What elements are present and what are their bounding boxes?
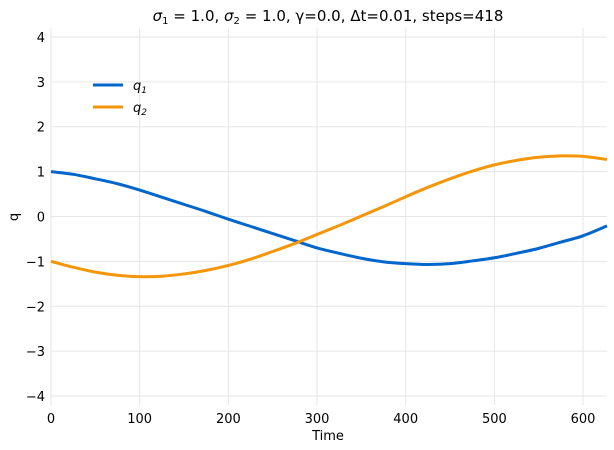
x-tick-label: 100 xyxy=(127,412,152,427)
series-lines xyxy=(50,154,608,279)
y-axis-label: q xyxy=(7,213,22,221)
y-tick-label: 3 xyxy=(37,76,45,91)
y-tick-label: −3 xyxy=(26,345,45,360)
legend-label-q1: q1 xyxy=(133,79,147,96)
grid-lines xyxy=(50,28,607,405)
title-sigma1-value: = 1.0, xyxy=(169,7,225,25)
y-tick-labels: 4 3 2 1 0 −1 −2 −3 −4 xyxy=(26,31,45,405)
x-tick-label: 600 xyxy=(571,412,596,427)
y-tick-label: −2 xyxy=(26,300,45,315)
title-sigma2-symbol: σ xyxy=(224,7,234,25)
x-tick-label: 400 xyxy=(393,412,418,427)
y-tick-label: 2 xyxy=(37,121,45,136)
y-tick-label: 1 xyxy=(37,166,45,181)
title-sigma2-value: = 1.0, γ=0.0, Δt=0.01, steps=418 xyxy=(240,7,503,25)
x-tick-labels: 0 100 200 300 400 500 600 xyxy=(47,412,596,427)
series-line-q2 xyxy=(50,154,608,279)
legend-label-q2: q2 xyxy=(133,101,147,118)
x-axis-label: Time xyxy=(311,429,344,444)
chart-title: σ1 = 1.0, σ2 = 1.0, γ=0.0, Δt=0.01, step… xyxy=(153,7,504,27)
x-tick-label: 0 xyxy=(47,412,55,427)
title-sigma2-sub: 2 xyxy=(234,16,240,27)
y-tick-label: 4 xyxy=(37,31,45,46)
series-line-q1 xyxy=(50,170,608,267)
x-tick-label: 500 xyxy=(482,412,507,427)
x-tick-label: 200 xyxy=(216,412,241,427)
x-tick-label: 300 xyxy=(305,412,330,427)
title-sigma1-sub: 1 xyxy=(162,16,168,27)
y-tick-label: −4 xyxy=(26,390,45,405)
y-tick-label: −1 xyxy=(26,255,45,270)
y-tick-label: 0 xyxy=(37,211,45,226)
title-sigma1-symbol: σ xyxy=(153,7,163,25)
